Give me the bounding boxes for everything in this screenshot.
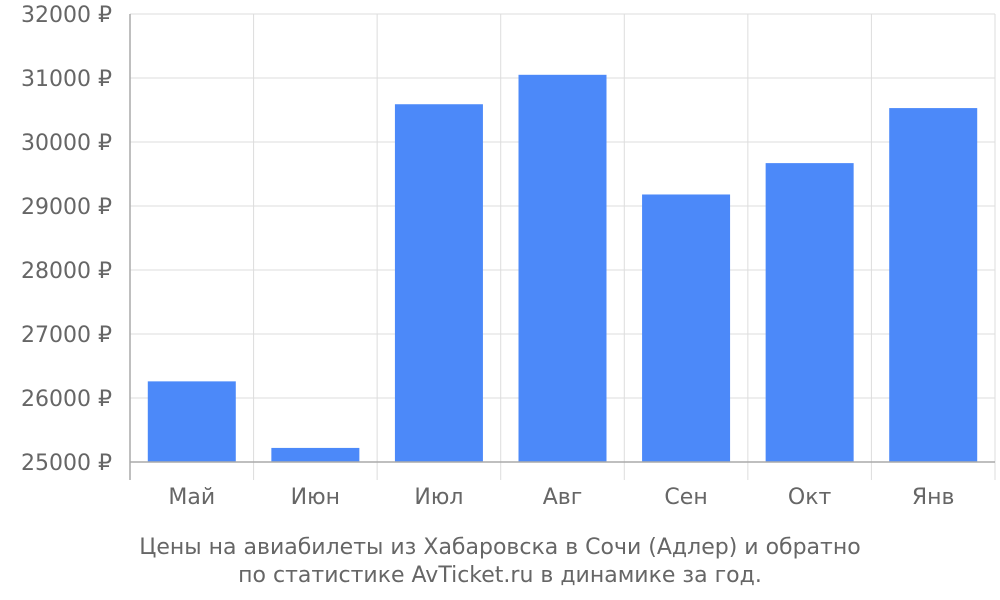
y-tick-label: 26000 ₽ — [21, 387, 112, 412]
bar-Июл — [394, 104, 483, 463]
x-tick-label: Май — [168, 485, 215, 510]
bar-Июн — [271, 447, 360, 462]
x-tick-label: Окт — [788, 485, 832, 510]
x-tick-label: Сен — [664, 485, 707, 510]
chart-caption-line-2: по статистике AvTicket.ru в динамике за … — [238, 563, 762, 588]
x-tick-label: Июн — [291, 485, 340, 510]
y-tick-label: 30000 ₽ — [21, 131, 112, 156]
x-tick-label: Янв — [912, 485, 955, 510]
bar-Авг — [518, 74, 607, 463]
y-tick-label: 28000 ₽ — [21, 259, 112, 284]
bar-Окт — [765, 163, 854, 462]
y-tick-label: 32000 ₽ — [21, 3, 112, 28]
y-tick-label: 27000 ₽ — [21, 323, 112, 348]
bar-Янв — [889, 108, 978, 462]
y-tick-label: 29000 ₽ — [21, 195, 112, 220]
chart-caption-line-1: Цены на авиабилеты из Хабаровска в Сочи … — [139, 535, 861, 560]
bar-Сен — [642, 194, 731, 463]
bar-Май — [147, 381, 236, 462]
y-tick-label: 25000 ₽ — [21, 451, 112, 476]
y-tick-label: 31000 ₽ — [21, 67, 112, 92]
x-tick-label: Авг — [543, 485, 583, 510]
x-tick-label: Июл — [414, 485, 463, 510]
